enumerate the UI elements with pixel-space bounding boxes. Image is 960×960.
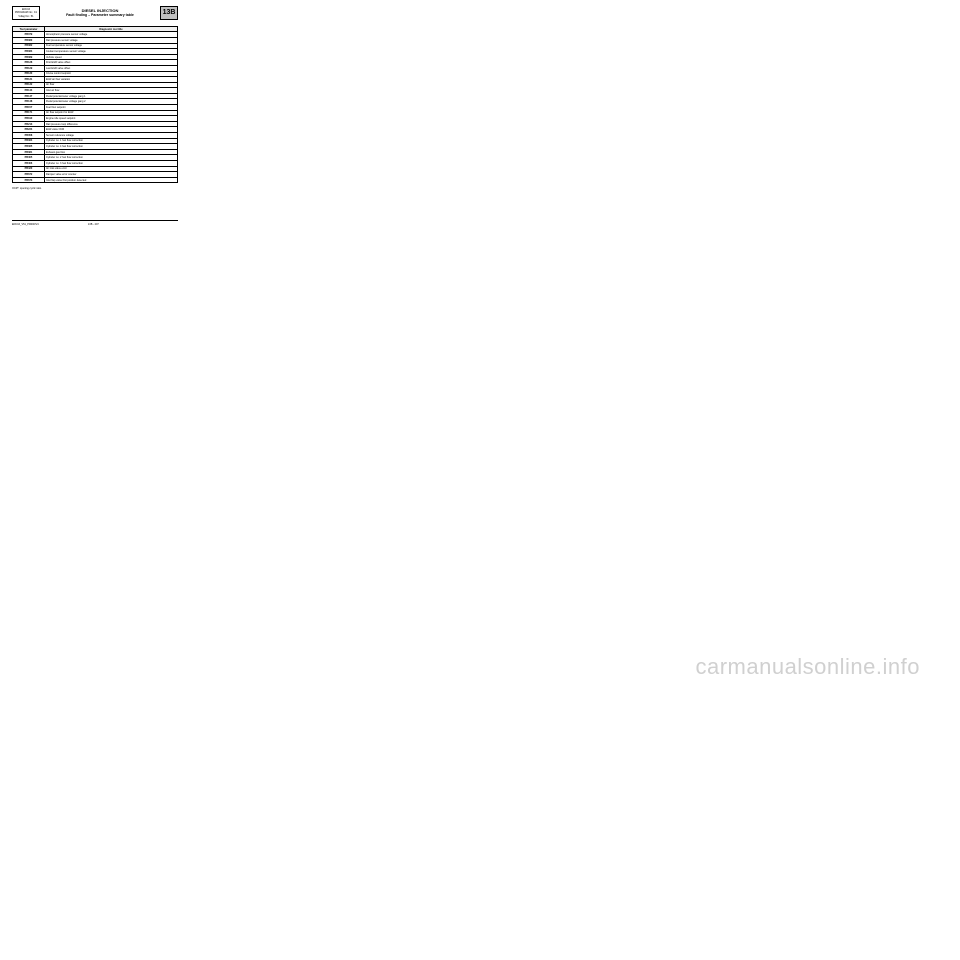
page-footer: EDC16_V51_PR000/V4 13B - 207 xyxy=(12,220,178,226)
param-code: PR673 xyxy=(13,177,45,183)
page-header: EDC16 PROGRAM No.: C1 Vdiag No.: 51 DIES… xyxy=(12,6,178,20)
parameter-table: Tool parameter Diagnostic tool title PR0… xyxy=(12,26,178,184)
header-vdiag-no: Vdiag No.: 51 xyxy=(14,15,38,18)
footnote: OCR*: opening cyclic ratio. xyxy=(12,187,178,190)
page-number: 13B - 207 xyxy=(39,223,148,226)
header-center: DIESEL INJECTION Fault finding – Paramet… xyxy=(40,6,160,20)
header-subtitle: Fault finding – Parameter summary table xyxy=(42,13,158,17)
doc-reference: EDC16_V51_PR000/V4 xyxy=(12,223,39,226)
watermark: carmanualsonline.info xyxy=(695,654,920,680)
footer-spacer xyxy=(148,223,178,226)
header-section-code: 13B xyxy=(160,6,178,20)
table-row: PR673Inlet flap valve first position det… xyxy=(13,177,178,183)
header-left-box: EDC16 PROGRAM No.: C1 Vdiag No.: 51 xyxy=(12,6,40,20)
page-content: EDC16 PROGRAM No.: C1 Vdiag No.: 51 DIES… xyxy=(0,0,190,232)
param-description: Inlet flap valve first position detected xyxy=(45,177,178,183)
